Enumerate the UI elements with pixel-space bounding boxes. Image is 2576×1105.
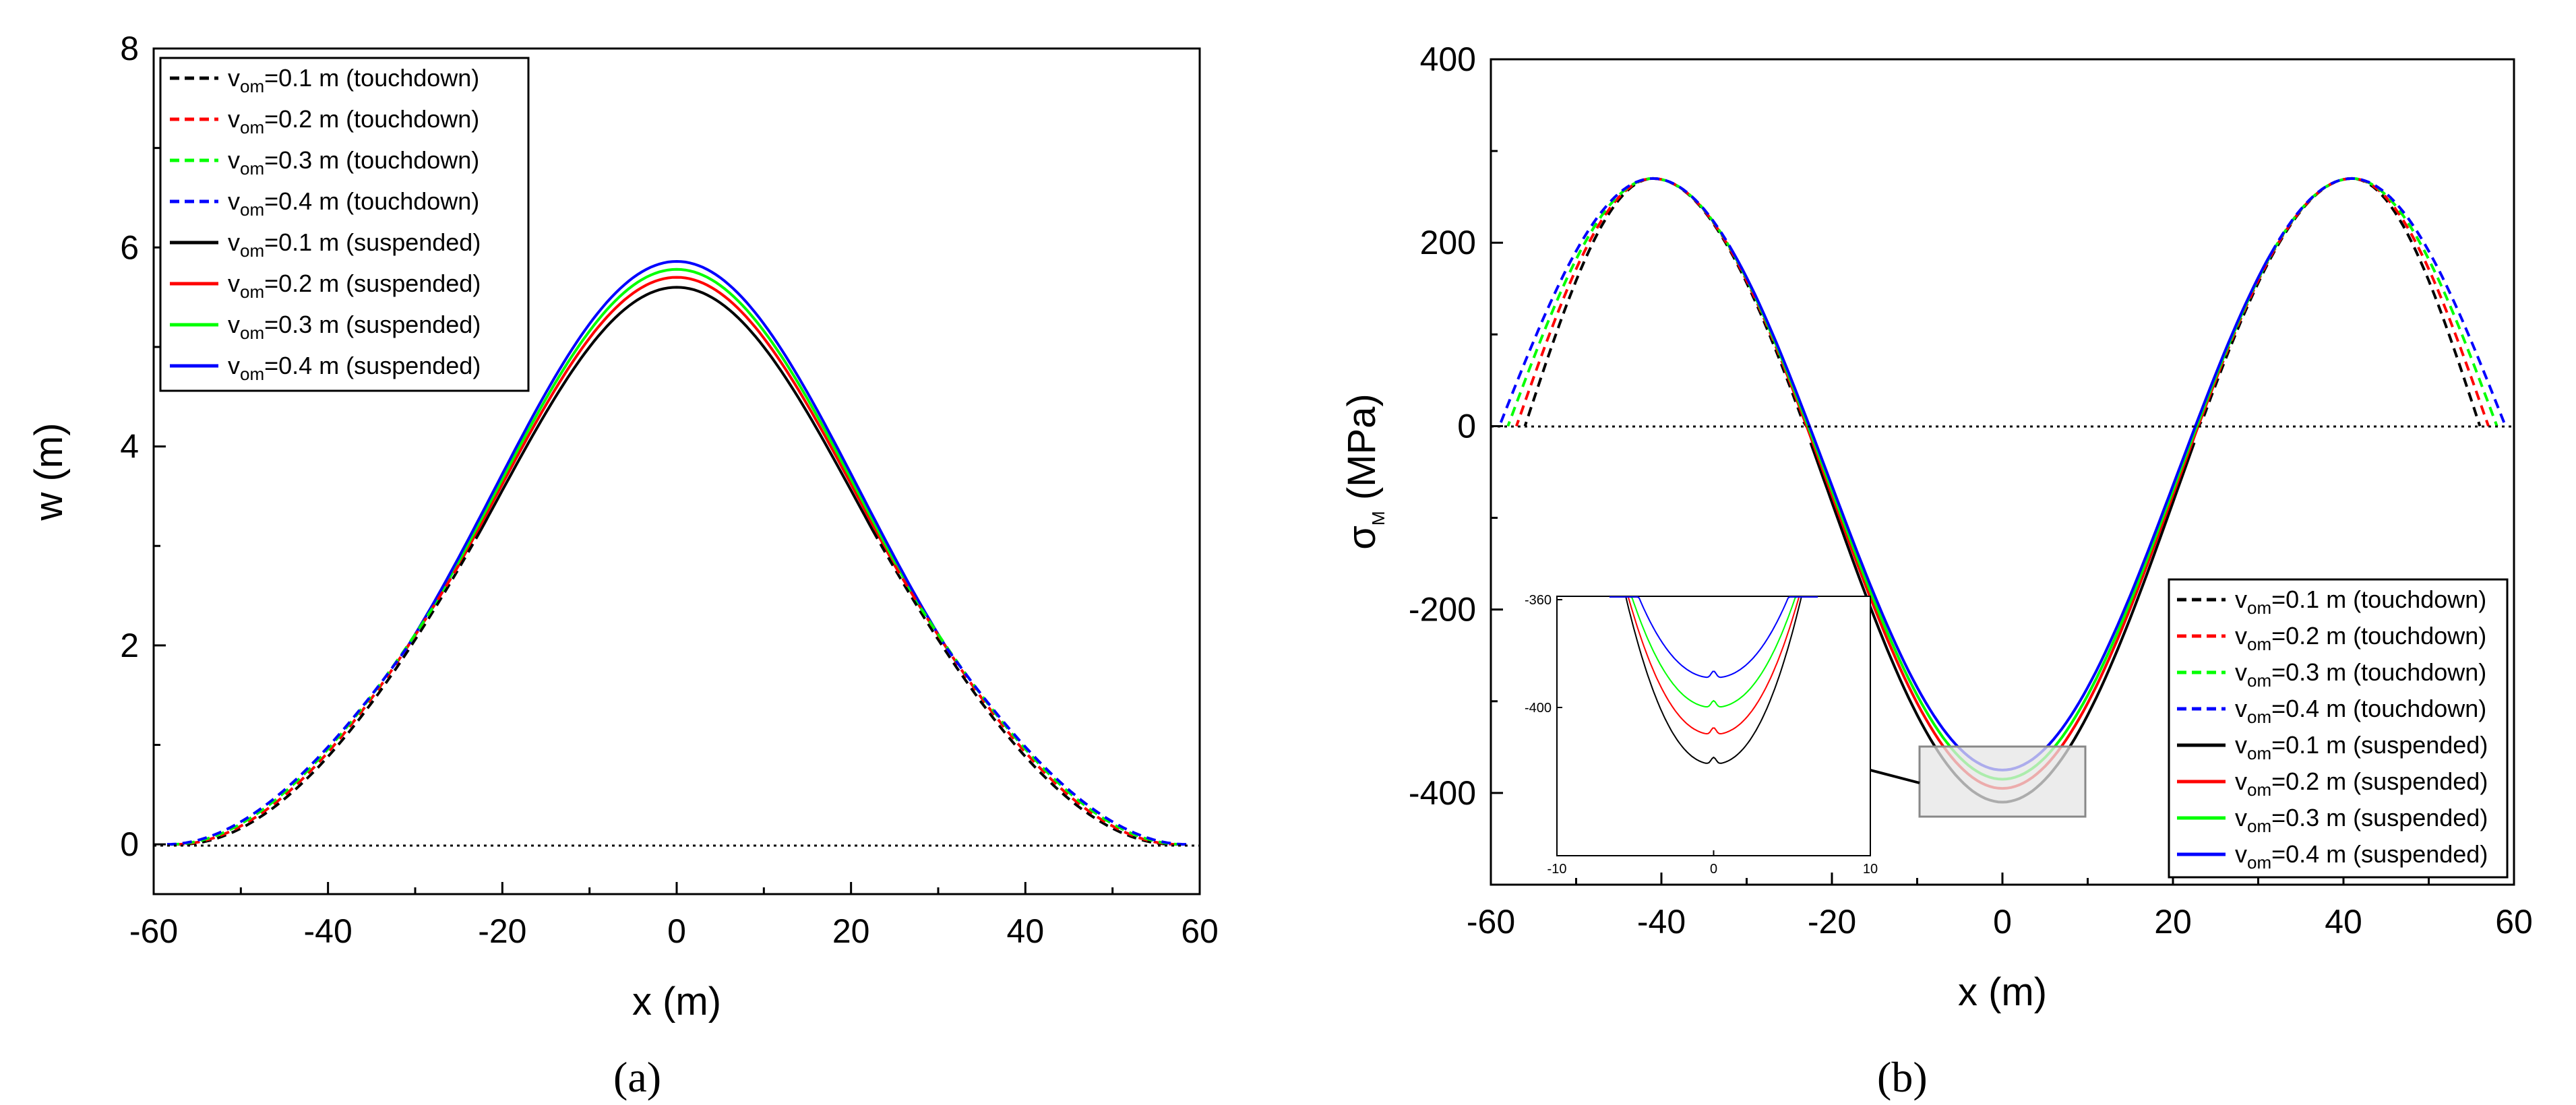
panel-b-inset-line-1 [1625, 596, 1802, 764]
panel-a-label: (a) [613, 1053, 661, 1101]
panel-b-x-tick-label: 0 [1993, 903, 2012, 941]
panel-b-x-axis-label: x (m) [1958, 970, 2047, 1014]
panel-b-legend-label-3: vom=0.3 m (touchdown) [2235, 658, 2486, 691]
panel-a-series-line-touchdown-2-right [893, 564, 1178, 846]
panel-a-x-tick-label: -20 [478, 912, 526, 950]
panel-b-y-tick-label: -200 [1409, 591, 1476, 629]
panel-b-x-tick-label: -60 [1467, 903, 1515, 941]
panel-a-x-tick-label: 0 [667, 912, 686, 950]
panel-b-x-tick-label: -40 [1637, 903, 1686, 941]
panel-b-x-tick-label: 20 [2154, 903, 2192, 941]
panel-a-legend-label-3: vom=0.3 m (touchdown) [228, 146, 479, 179]
panel-b-zoom-region [1918, 745, 2087, 818]
panel-b-series-line-touchdown-1-right [2194, 177, 2482, 428]
panel-a-series-line-suspended-4 [405, 259, 948, 650]
panel-a-legend-label-1: vom=0.1 m (touchdown) [228, 64, 479, 96]
panel-b-legend-label-5: vom=0.1 m (suspended) [2235, 731, 2488, 763]
panel-a-legend-label-6: vom=0.2 m (suspended) [228, 270, 481, 302]
panel-b-y-tick-label: 0 [1457, 407, 1476, 445]
panel-a-y-tick-label: 4 [120, 428, 139, 466]
panel-b-series-line-touchdown-3-right [2244, 177, 2498, 427]
panel-a-y-tick-label: 6 [120, 228, 139, 266]
panel-a-x-axis-label: x (m) [632, 980, 721, 1023]
panel-a-x-tick-label: 60 [1181, 912, 1219, 950]
panel-a-x-tick-label: -40 [304, 912, 352, 950]
panel-a-x-tick-label: 20 [832, 912, 870, 950]
panel-b-x-tick-label: 40 [2325, 903, 2362, 941]
panel-a-series-line-touchdown-3-right [919, 607, 1183, 846]
panel-a-y-tick-label: 2 [120, 627, 139, 664]
panel-b-legend-box [2168, 578, 2509, 879]
panel-b-inset-line-3 [1615, 596, 1812, 707]
panel-b-inset: -10 0 10 -360 -400 [1525, 593, 1878, 877]
panel-a-legend-label-5: vom=0.1 m (suspended) [228, 228, 481, 261]
panel-b-series-line-touchdown-2-right [2218, 177, 2490, 427]
panel-b: -10 0 10-360-400 -60 -40 -20 0 20 40 60-400-2000… [1340, 40, 2533, 1101]
panel-b-legend: vom=0.1 m (touchdown) vom=0.2 m (touchdow… [2168, 578, 2509, 879]
panel-a-ticks: -60 -40 -20 0 20 40 60 0 2 4 6 8 [120, 30, 1219, 950]
panel-b-inset-x-tick-label: 0 [1710, 862, 1717, 877]
panel-b-label: (b) [1877, 1053, 1928, 1101]
panel-b-inset-series [1609, 596, 1818, 764]
panel-b-series-line-touchdown-1-left [1523, 177, 1811, 428]
panel-a-y-axis-label: w (m) [27, 423, 71, 522]
panel-a-series-line-touchdown-1-right [871, 530, 1174, 846]
panel-b-y-axis-label: σM (MPa) [1340, 393, 1388, 549]
panel-a-legend: vom=0.1 m (touchdown) vom=0.2 m (touchdow… [159, 57, 530, 392]
panel-a-series-line-touchdown-4-left [166, 648, 408, 846]
panel-a-legend-label-4: vom=0.4 m (touchdown) [228, 187, 479, 220]
panel-a-series-line-suspended-2 [457, 276, 896, 566]
panel-a-series [166, 259, 1187, 846]
panel-b-legend-label-4: vom=0.4 m (touchdown) [2235, 695, 2486, 727]
panel-b-series-line-touchdown-4-left [1498, 177, 1736, 427]
panel-b-x-tick-label: 60 [2495, 903, 2533, 941]
panel-a-series-line-suspended-1 [479, 286, 874, 532]
panel-b-series-line-touchdown-4-right [2269, 177, 2507, 427]
panel-a-x-tick-label: -60 [129, 912, 178, 950]
panel-b-inset-ticks: -10 0 10 -360 -400 [1525, 593, 1878, 877]
panel-b-inset-x-tick-label: -10 [1547, 862, 1567, 877]
panel-a-series-line-suspended-3 [431, 267, 922, 609]
panel-a-legend-label-8: vom=0.4 m (suspended) [228, 352, 481, 384]
panel-a-series-line-touchdown-3-left [171, 607, 434, 846]
panel-b-inset-y-tick-label: -360 [1525, 593, 1552, 608]
panel-b-legend-label-2: vom=0.2 m (touchdown) [2235, 622, 2486, 654]
panel-a-x-tick-label: 40 [1007, 912, 1045, 950]
panel-b-legend-label-6: vom=0.2 m (suspended) [2235, 767, 2488, 800]
panel-b-inset-line-4 [1609, 596, 1818, 678]
panel-b-y-tick-label: 400 [1420, 40, 1476, 78]
panel-a-series-line-touchdown-2-left [175, 564, 460, 846]
panel-b-x-tick-label: -20 [1808, 903, 1856, 941]
panel-b-inset-x-tick-label: 10 [1863, 862, 1878, 877]
panel-b-series-line-touchdown-3-left [1506, 177, 1761, 427]
panel-b-series-line-touchdown-2-left [1515, 177, 1787, 427]
panel-b-y-tick-label: 200 [1420, 224, 1476, 261]
panel-a-series-line-touchdown-1-left [179, 530, 482, 846]
panel-b-y-tick-label: -400 [1409, 774, 1476, 812]
panel-b-inset-line-2 [1620, 596, 1807, 735]
panel-a-y-tick-label: 0 [120, 825, 139, 863]
panel-b-inset-y-tick-label: -400 [1525, 701, 1552, 716]
panel-b-legend-label-1: vom=0.1 m (touchdown) [2235, 586, 2486, 618]
panel-a-legend-label-2: vom=0.2 m (touchdown) [228, 105, 479, 137]
panel-b-inset-frame [1556, 596, 1871, 856]
panel-a-legend-box [159, 57, 530, 392]
panel-a-series-line-touchdown-4-right [946, 648, 1187, 846]
panel-a: -60 -40 -20 0 20 40 60 0 2 4 6 8 vom=0.1 m (touchdo… [27, 30, 1219, 1101]
panel-a-y-tick-label: 8 [120, 30, 139, 67]
panel-b-legend-label-8: vom=0.4 m (suspended) [2235, 840, 2488, 873]
panel-a-legend-label-7: vom=0.3 m (suspended) [228, 311, 481, 343]
panel-b-legend-label-7: vom=0.3 m (suspended) [2235, 804, 2488, 836]
